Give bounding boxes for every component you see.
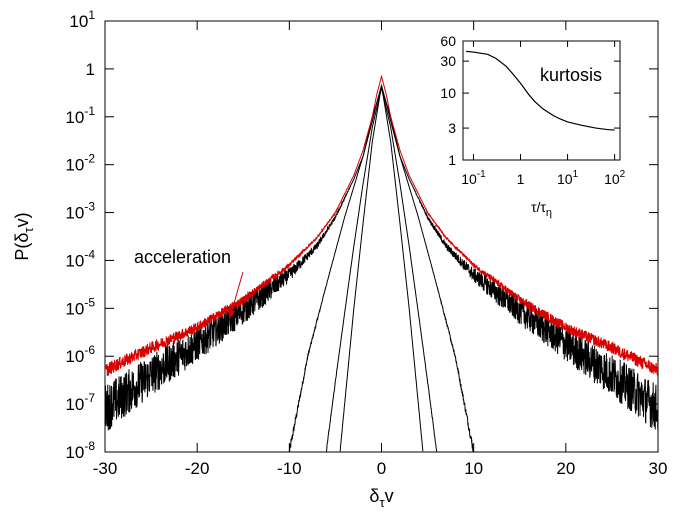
y-tick-label: 101 (69, 8, 95, 31)
inset-y-axis: 1 3 10 30 60 (440, 33, 620, 168)
y-tick-label: 1 (86, 60, 95, 79)
inset-y-tick-label: 30 (440, 53, 456, 69)
y-axis-title-tail: v) (12, 212, 32, 227)
inset-y-tick-label: 1 (448, 152, 456, 168)
inset-series-group (466, 50, 615, 131)
inset-x-tick-label: 101 (557, 169, 579, 187)
inset-plot-frame (462, 40, 621, 161)
y-tick-label: 10-7 (65, 391, 95, 414)
y-tick-label: 10-5 (65, 295, 95, 318)
series-line-2 (288, 86, 474, 452)
y-axis-title-sub: τ (21, 227, 36, 233)
x-axis-title-main: δ (369, 486, 379, 506)
y-axis-title-lead: P(δ (12, 233, 32, 261)
acceleration-arrow-head (228, 309, 236, 319)
y-tick-label: 10-8 (65, 439, 95, 462)
y-tick-label: 10-1 (65, 104, 95, 127)
series-line-1 (105, 83, 658, 431)
inset-y-tick-label: 3 (448, 120, 456, 136)
main-y-axis-title: P(δτv) (12, 212, 36, 260)
x-tick-label: -20 (185, 459, 210, 478)
x-tick-label: -30 (93, 459, 118, 478)
inset-x-axis: 10-1 1 101 102 (461, 41, 626, 187)
acceleration-label: acceleration (134, 247, 231, 267)
x-tick-label: 20 (556, 459, 575, 478)
x-axis-title-tail: v (385, 486, 394, 506)
kurtosis-line (466, 50, 615, 131)
inset-x-title-sub: η (546, 207, 552, 219)
y-tick-label: 10-3 (65, 200, 95, 223)
y-tick-label: 10-6 (65, 343, 95, 366)
x-axis-title-sub: τ (379, 495, 385, 510)
y-tick-label: 10-4 (65, 247, 95, 270)
kurtosis-label: kurtosis (540, 65, 602, 85)
inset-y-tick-label: 10 (440, 85, 456, 101)
inset-x-title-main: τ/τ (531, 199, 546, 215)
main-series-group (105, 74, 658, 452)
x-tick-label: 10 (464, 459, 483, 478)
inset-x-tick-label: 102 (604, 169, 626, 187)
main-chart: -30 -20 -10 0 10 20 30 101110-110-210-310-410-… (12, 8, 667, 510)
inset-x-tick-label: 10-1 (461, 169, 486, 187)
inset-x-tick-label: 1 (517, 171, 525, 187)
x-tick-label: 30 (649, 459, 668, 478)
inset-y-tick-label: 60 (440, 33, 456, 49)
inset-chart: 10-1 1 101 102 1 3 10 30 60 kurtosis τ/τη (440, 33, 625, 219)
x-tick-label: 0 (377, 459, 386, 478)
main-x-axis-title: δτv (369, 486, 393, 510)
x-tick-label: -10 (277, 459, 302, 478)
main-x-axis: -30 -20 -10 0 10 20 30 (93, 21, 668, 478)
series-line-4 (339, 85, 424, 452)
series-line-3 (325, 87, 438, 452)
series-line-0 (105, 74, 658, 377)
inset-x-axis-title: τ/τη (531, 199, 552, 219)
y-tick-label: 10-2 (65, 152, 95, 175)
